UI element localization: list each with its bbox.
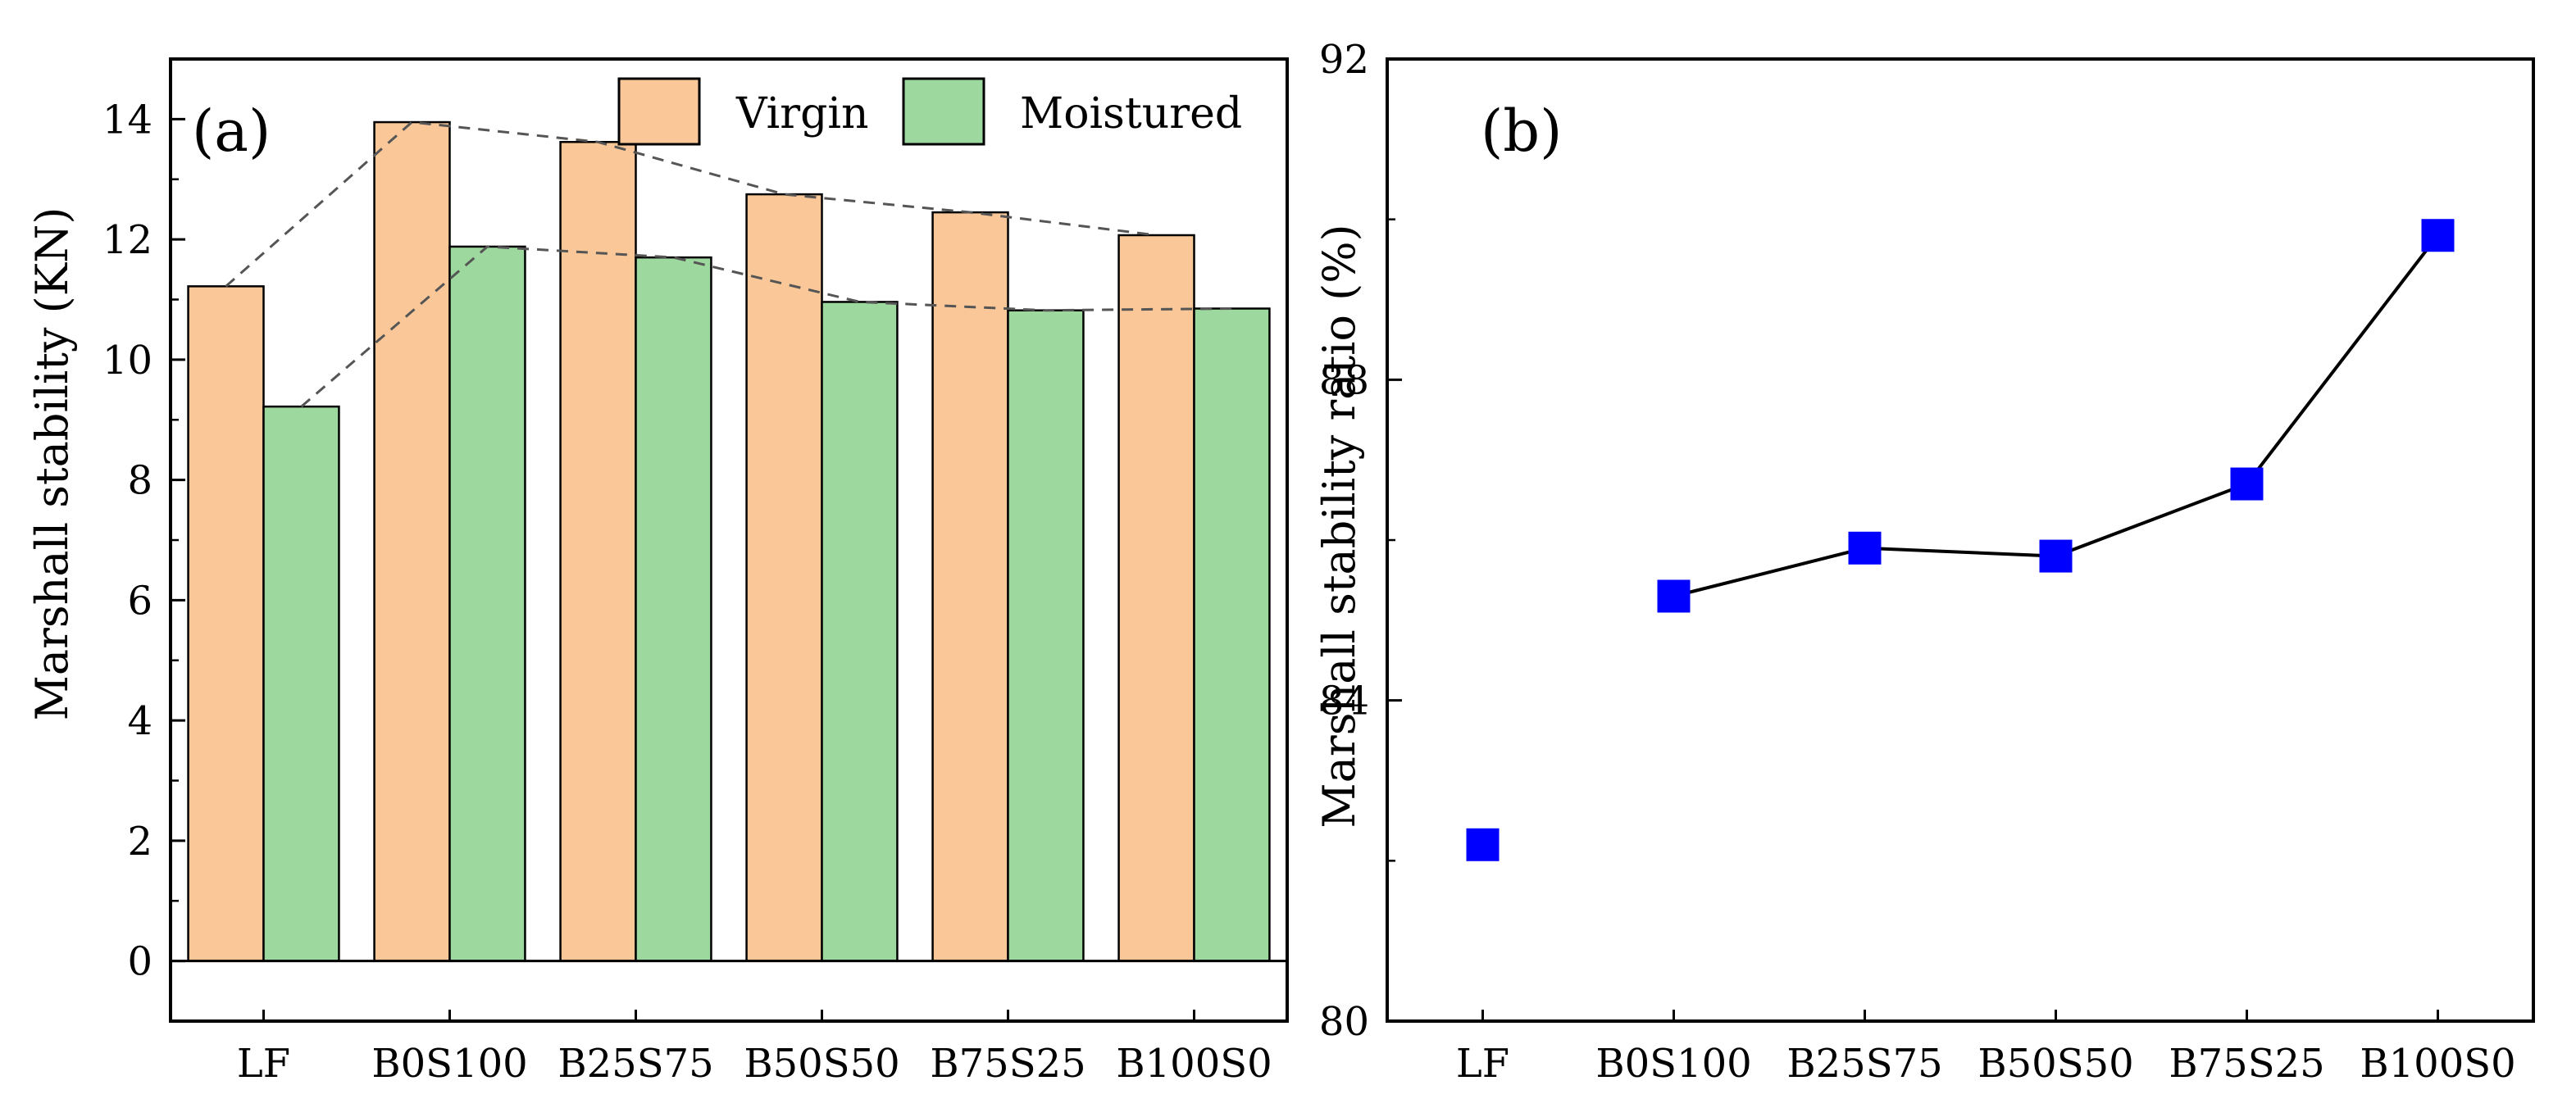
b-y-tick-label: 84	[1319, 679, 1369, 724]
bar-virgin-b100s0	[1117, 234, 1195, 962]
bar-virgin-b50s50	[745, 193, 823, 962]
trend-line-moistured	[300, 245, 1232, 408]
bar-moistured-b50s50	[821, 301, 899, 962]
a-y-tick-label: 10	[102, 338, 152, 384]
a-x-ticks: LF B0S100 B25S75 B50S50 B75S25 B100S0	[237, 1010, 1272, 1087]
b-point-b0s100	[1657, 579, 1691, 613]
trend-line-virgin	[225, 120, 1157, 288]
a-x-tick-label: B100S0	[1116, 1041, 1272, 1087]
b-plot-frame	[1386, 57, 2535, 1023]
a-panel-label: (a)	[192, 98, 271, 165]
bar-virgin-b0s100	[373, 120, 451, 962]
legend-label-virgin: Virgin	[735, 89, 869, 138]
a-bars	[187, 120, 1271, 962]
b-point-b50s50	[2039, 539, 2073, 573]
a-y-tick-label: 14	[102, 97, 152, 143]
a-y-tick-label: 12	[102, 217, 152, 263]
a-y-tick-label: 8	[127, 458, 152, 504]
b-point-b25s75	[1848, 531, 1882, 565]
bar-moistured-b25s75	[635, 256, 712, 962]
a-x-tick-label: B25S75	[558, 1041, 713, 1087]
a-trend-lines	[225, 120, 1232, 408]
b-x-tick-label: B75S25	[2169, 1041, 2324, 1087]
b-x-ticks: LF B0S100 B25S75 B50S50 B75S25 B100S0	[1456, 1010, 2516, 1087]
legend-label-moistured: Moistured	[1020, 89, 1242, 138]
b-point-lf	[1466, 828, 1500, 861]
b-x-tick-label: LF	[1456, 1041, 1509, 1087]
b-point-b75s25	[2230, 467, 2264, 501]
bar-moistured-lf	[262, 405, 340, 962]
b-x-tick-label: B0S100	[1595, 1041, 1751, 1087]
a-y-ticks: 0 2 4 6 8 10 12 14	[102, 97, 185, 985]
bar-virgin-b25s75	[559, 141, 637, 962]
bar-virgin-b75s25	[931, 211, 1009, 962]
b-y-tick-label: 92	[1319, 37, 1369, 83]
b-y-ticks: 80 84 88 92	[1319, 37, 1402, 1045]
b-y-axis-title: Marshall stability ratio (%)	[1313, 224, 1365, 828]
a-y-axis-title: Marshall stability (KN)	[26, 207, 78, 721]
bar-virgin-lf	[187, 285, 265, 962]
a-x-tick-label: LF	[237, 1041, 290, 1087]
a-y-tick-label: 6	[127, 578, 152, 624]
b-markers	[1466, 219, 2455, 861]
bar-moistured-b0s100	[448, 245, 526, 962]
a-y-tick-label: 2	[127, 819, 152, 865]
a-x-tick-label: B0S100	[371, 1041, 527, 1087]
a-y-tick-label: 4	[127, 698, 152, 744]
b-x-tick-label: B50S50	[1978, 1041, 2133, 1087]
panel-a: 0 2 4 6 8 10 12 14 LF B0S100 B25S75 B50S50 B75S25 B1…	[26, 57, 1289, 1087]
a-x-tick-label: B75S25	[930, 1041, 1085, 1087]
b-y-tick-label: 80	[1319, 999, 1369, 1045]
bar-moistured-b75s25	[1007, 309, 1085, 962]
b-panel-label: (b)	[1481, 98, 1562, 165]
legend-swatch-virgin	[617, 77, 701, 146]
b-x-tick-label: B25S75	[1786, 1041, 1942, 1087]
b-x-tick-label: B100S0	[2360, 1041, 2515, 1087]
legend-swatch-moistured	[902, 77, 985, 146]
bar-moistured-b100s0	[1193, 307, 1271, 962]
b-y-tick-label: 88	[1319, 357, 1369, 403]
b-point-b100s0	[2421, 219, 2455, 252]
a-x-tick-label: B50S50	[744, 1041, 899, 1087]
a-y-tick-label: 0	[127, 939, 152, 985]
panel-b: 80 84 88 92 LF B0S100 B25S75 B50S50 B75S25 B100S…	[1313, 37, 2535, 1087]
